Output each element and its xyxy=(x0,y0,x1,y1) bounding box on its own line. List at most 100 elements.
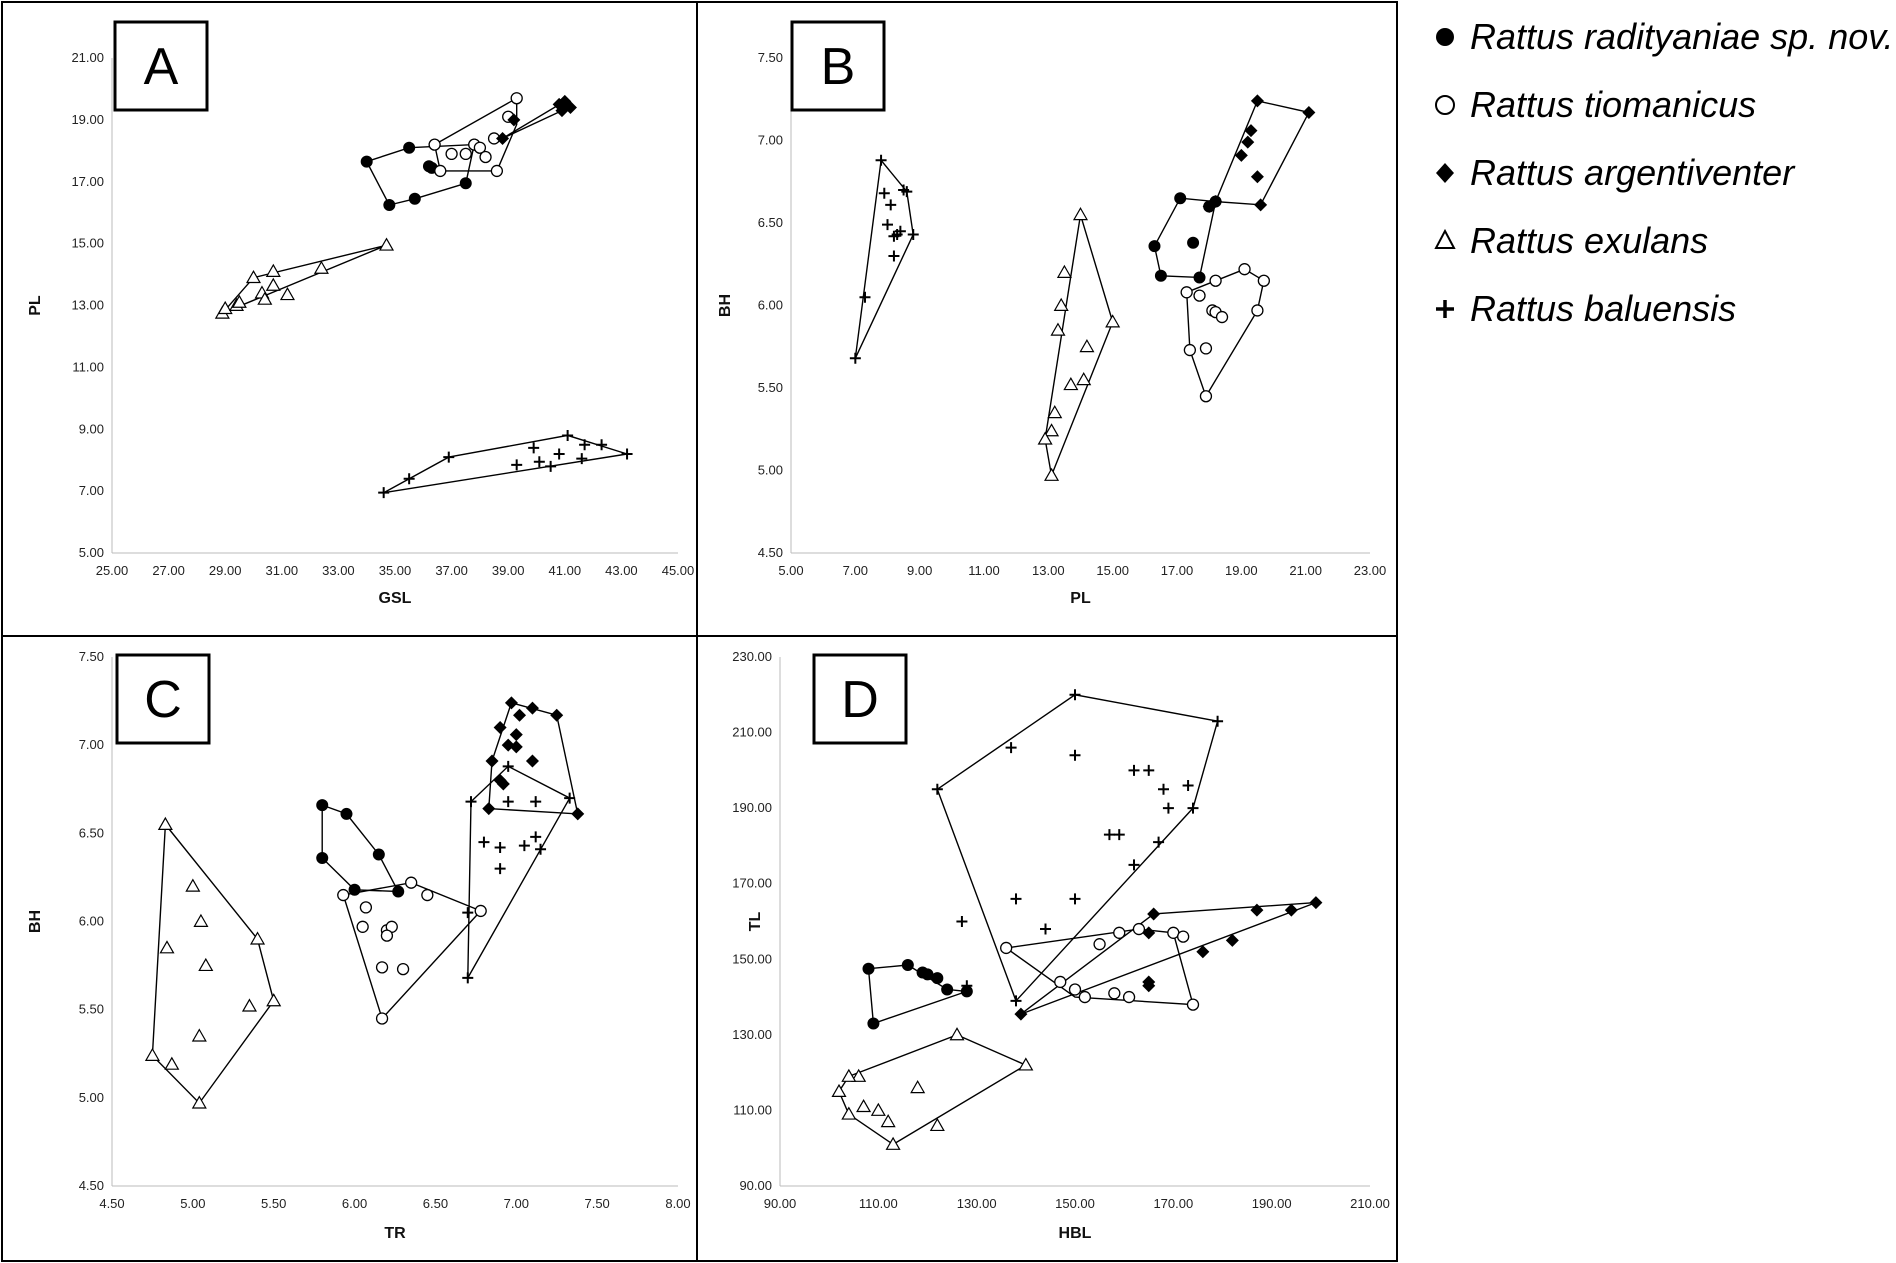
panel-frame xyxy=(696,635,1398,1262)
y-tick-label: 5.00 xyxy=(79,545,104,560)
x-tick-label: 8.00 xyxy=(665,1196,690,1211)
point-open-triangle xyxy=(231,294,247,308)
y-tick-label: 11.00 xyxy=(72,359,104,374)
point-plus xyxy=(1040,923,1051,935)
point-filled-circle xyxy=(348,883,361,896)
point-plus xyxy=(1010,995,1022,1007)
point-filled-diamond xyxy=(1250,94,1264,108)
point-open-triangle xyxy=(885,1136,901,1150)
y-tick-label: 210.00 xyxy=(732,725,772,740)
point-plus xyxy=(1010,893,1022,905)
point-filled-diamond xyxy=(496,777,510,791)
point-filled-circle xyxy=(862,962,875,975)
point-open-triangle xyxy=(880,1114,896,1128)
point-open-triangle xyxy=(910,1080,926,1094)
y-tick-label: 5.50 xyxy=(758,380,783,395)
point-filled-circle xyxy=(1187,236,1200,249)
legend-item: Rattus tiomanicus xyxy=(1435,84,1756,125)
hull-filled-circle xyxy=(321,804,400,893)
panel-letter: D xyxy=(841,671,879,729)
point-filled-diamond xyxy=(1284,903,1298,917)
y-tick-label: 6.00 xyxy=(758,298,783,313)
point-plus xyxy=(961,980,973,992)
point-open-circle xyxy=(1257,274,1270,287)
point-filled-circle xyxy=(316,852,329,865)
hull-plus xyxy=(936,694,1219,1003)
point-plus xyxy=(511,459,523,471)
point-plus xyxy=(878,187,890,199)
x-tick-label: 21.00 xyxy=(1289,563,1322,578)
y-tick-label: 5.50 xyxy=(79,1002,104,1017)
point-open-circle xyxy=(510,92,523,105)
point-open-triangle xyxy=(185,878,201,892)
point-plus xyxy=(1187,802,1199,814)
y-tick-label: 7.50 xyxy=(758,50,783,65)
point-plus xyxy=(596,439,608,451)
point-plus xyxy=(403,473,415,485)
point-open-triangle xyxy=(949,1027,965,1041)
point-open-triangle xyxy=(164,1056,180,1070)
point-plus xyxy=(443,451,455,463)
point-open-triangle xyxy=(856,1098,872,1113)
point-plus xyxy=(494,863,506,875)
point-open-triangle xyxy=(191,1028,207,1042)
point-open-triangle xyxy=(1050,322,1066,336)
point-open-triangle xyxy=(841,1106,857,1120)
point-open-circle xyxy=(375,961,389,974)
point-open-triangle xyxy=(1018,1057,1034,1071)
hull-open-triangle xyxy=(221,244,387,314)
point-open-triangle xyxy=(217,300,233,315)
legend-marker-open-circle xyxy=(1435,95,1455,115)
point-plus xyxy=(462,972,474,984)
panel-frame xyxy=(1,1,698,637)
y-tick-label: 21.00 xyxy=(71,50,104,65)
panel-letter: B xyxy=(821,38,856,96)
point-filled-diamond xyxy=(1241,135,1255,149)
point-plus xyxy=(535,843,547,855)
x-tick-label: 6.00 xyxy=(342,1196,367,1211)
x-tick-label: 6.50 xyxy=(423,1196,448,1211)
point-plus xyxy=(564,792,576,804)
x-tick-label: 13.00 xyxy=(1032,563,1065,578)
x-tick-label: 43.00 xyxy=(605,563,638,578)
point-filled-diamond xyxy=(509,740,523,754)
y-axis-title: BH xyxy=(27,910,44,933)
point-open-triangle xyxy=(929,1117,945,1132)
x-tick-label: 150.00 xyxy=(1055,1196,1095,1211)
point-open-circle xyxy=(356,920,369,933)
point-filled-circle xyxy=(941,983,954,996)
y-tick-label: 9.00 xyxy=(79,421,104,436)
point-plus xyxy=(533,456,545,468)
panel-c: 4.50 5.00 5.50 6.00 6.50 7.00 7.50 8.00 4.50 5.00… xyxy=(1,635,698,1262)
point-plus xyxy=(530,831,542,843)
panel-letter: A xyxy=(144,38,179,96)
point-filled-diamond xyxy=(513,708,527,722)
x-tick-label: 25.00 xyxy=(96,563,129,578)
y-axis-title: PL xyxy=(27,295,44,316)
point-plus xyxy=(494,841,506,853)
hull-filled-diamond xyxy=(488,701,579,815)
point-filled-circle xyxy=(392,885,405,898)
point-plus xyxy=(1158,783,1169,795)
panel-d: 90.00 110.00 130.00 150.00 170.00 190.00 210.0… xyxy=(696,635,1398,1262)
x-axis-title: PL xyxy=(1070,590,1091,607)
point-open-circle xyxy=(428,138,441,151)
point-filled-diamond xyxy=(496,131,510,145)
point-filled-diamond xyxy=(555,104,569,118)
point-filled-diamond xyxy=(525,754,539,768)
x-tick-label: 7.00 xyxy=(504,1196,529,1211)
point-open-triangle xyxy=(1072,207,1089,221)
x-tick-label: 5.00 xyxy=(180,1196,205,1211)
point-open-circle xyxy=(1193,289,1206,302)
hull-open-circle xyxy=(1185,268,1265,398)
point-plus xyxy=(875,154,887,166)
point-plus xyxy=(1128,859,1140,871)
point-open-triangle xyxy=(198,957,214,972)
y-tick-label: 5.00 xyxy=(758,463,783,478)
point-filled-diamond xyxy=(482,802,496,816)
x-tick-label: 15.00 xyxy=(1096,563,1129,578)
y-tick-label: 17.00 xyxy=(71,174,104,189)
point-filled-circle xyxy=(901,958,914,971)
point-plus xyxy=(478,836,490,848)
